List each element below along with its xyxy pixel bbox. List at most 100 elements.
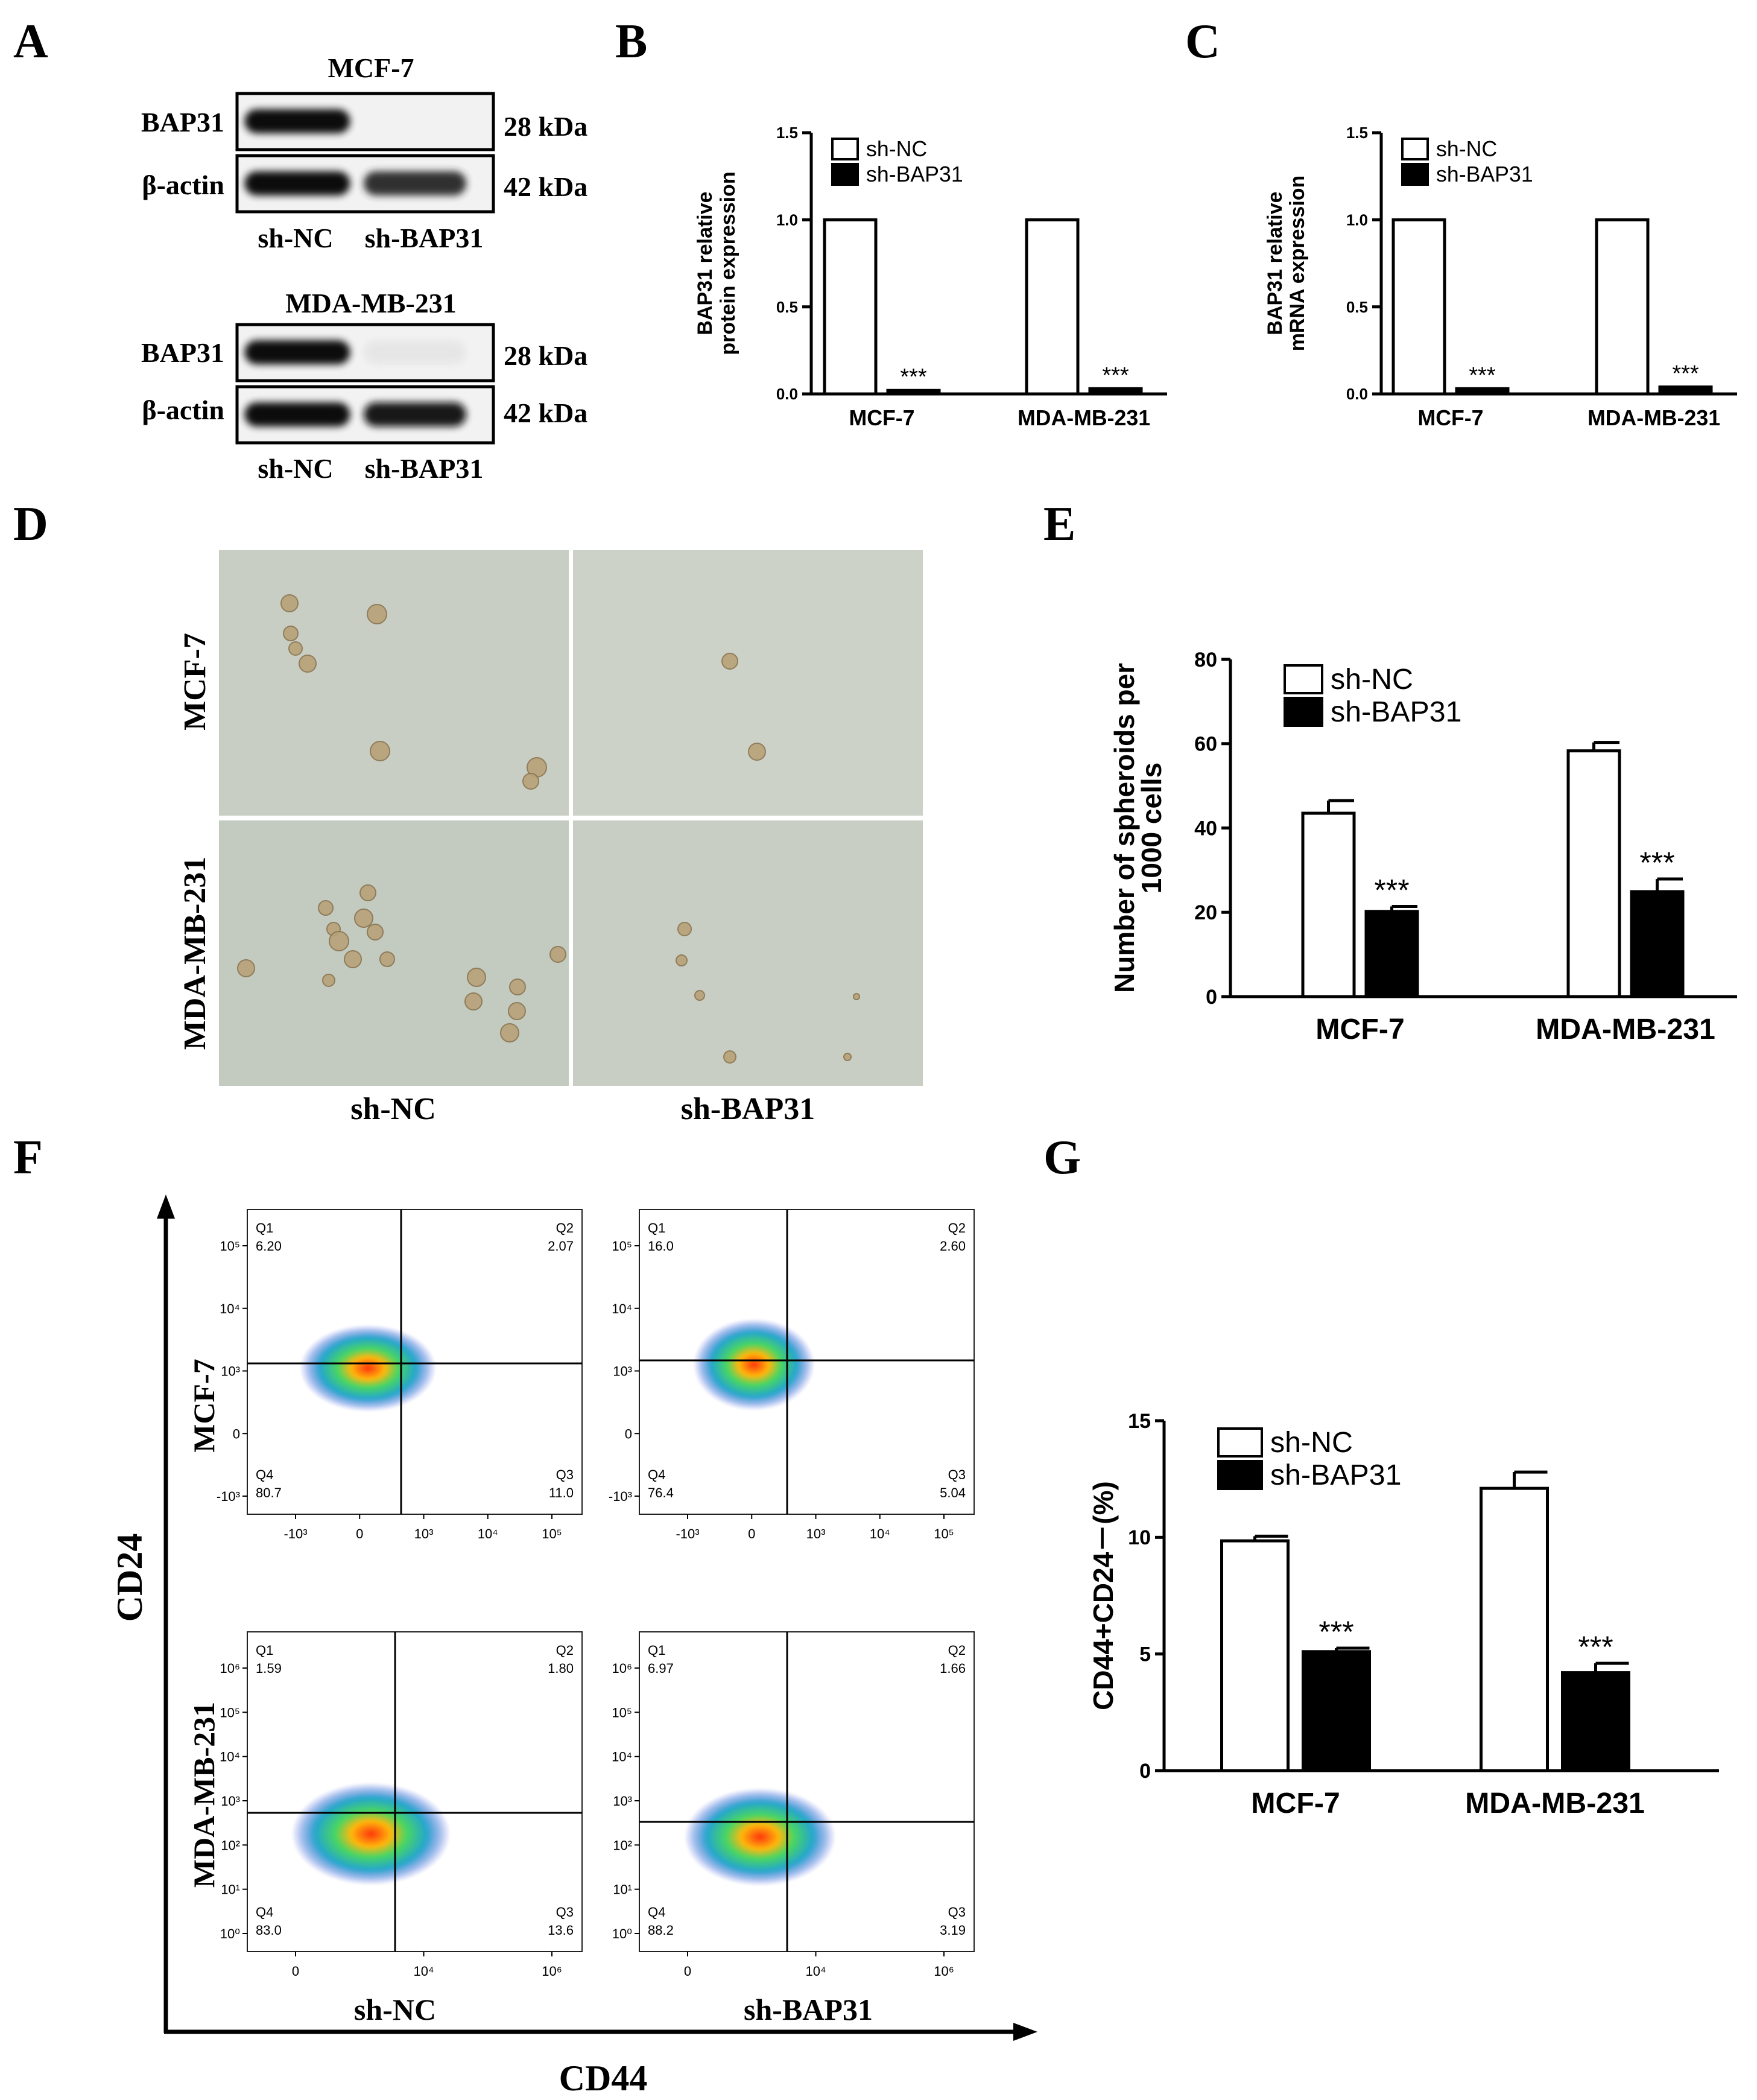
blot-row-label: β-actin [142, 395, 224, 425]
y-axis-label: mRNA expression [1286, 176, 1309, 352]
micrograph-mcf7-shbap31 [573, 550, 923, 816]
legend-label: sh-NC [1331, 663, 1413, 696]
spheroid [748, 743, 766, 761]
significance-label: *** [1319, 1615, 1353, 1649]
quadrant-name: Q3 [556, 1467, 574, 1482]
bar [823, 218, 878, 396]
y-tick-label: 10 [1128, 1526, 1151, 1549]
spheroid [288, 641, 303, 656]
legend-swatch [1284, 697, 1323, 727]
bar [1302, 1650, 1371, 1772]
blot-band [364, 171, 466, 195]
quadrant-value: 11.0 [549, 1485, 574, 1500]
y-axis-label: Number of spheroids per [1109, 663, 1140, 993]
bar [1364, 910, 1419, 998]
flow-row-label: MCF-7 [187, 1359, 221, 1453]
legend-swatch [831, 138, 859, 160]
blot-title-mdamb231: MDA-MB-231 [285, 288, 457, 319]
y-axis-label: BAP31 relative [694, 191, 717, 335]
bar [1455, 387, 1510, 396]
blot-row-label: β-actin [142, 170, 224, 200]
legend-label: sh-BAP31 [866, 162, 963, 186]
spheroid [549, 946, 566, 963]
y-tick-label: 0.0 [1346, 385, 1368, 403]
y-tick-label: 60 [1194, 733, 1217, 756]
flow-y-tick-label: 10⁵ [612, 1705, 632, 1720]
cd24-axis-label: CD24 [110, 1534, 150, 1622]
spheroid [318, 900, 334, 916]
flow-x-tick-label: 0 [292, 1964, 299, 1979]
panel-d-micrographs: MCF-7 MDA-MB-231 sh-NC sh-BAP31 [178, 550, 923, 1126]
y-tick-label: 40 [1194, 817, 1217, 840]
category-label: MDA-MB-231 [1536, 1013, 1715, 1045]
spheroid [509, 979, 526, 995]
y-tick-label: 0.0 [776, 385, 798, 403]
category-label: MCF-7 [1251, 1787, 1340, 1819]
quadrant-value: 6.20 [256, 1239, 282, 1254]
category-label: MCF-7 [1315, 1013, 1405, 1045]
spheroid [853, 993, 860, 1000]
bar [1595, 218, 1650, 396]
blot-band [244, 340, 350, 364]
quadrant-name: Q3 [948, 1467, 966, 1482]
spheroid [299, 655, 317, 673]
flow-y-tick-label: 10¹ [613, 1882, 632, 1897]
legend-swatch [1401, 138, 1429, 160]
y-tick-label: 20 [1194, 901, 1217, 924]
spheroid [280, 594, 299, 612]
micrograph-row-label: MCF-7 [178, 633, 212, 731]
bar [1220, 1539, 1290, 1772]
arrowhead-up-icon [157, 1194, 175, 1219]
quadrant-value: 88.2 [648, 1923, 674, 1938]
significance-label: *** [900, 364, 927, 390]
panel-letter-d: D [13, 498, 48, 551]
bar [1480, 1486, 1549, 1772]
bar [1088, 387, 1143, 396]
flow-x-tick-label: 10⁴ [870, 1526, 890, 1541]
panel-letter-f: F [13, 1131, 43, 1184]
flow-density-cloud [685, 1788, 835, 1886]
micrograph-row-label: MDA-MB-231 [178, 857, 212, 1050]
significance-label: *** [1639, 846, 1674, 880]
cd44-axis-label: CD44 [559, 2058, 648, 2098]
micrograph-mda-shnc [219, 820, 569, 1086]
flow-x-tick-label: 0 [748, 1526, 755, 1541]
spheroid [367, 924, 384, 941]
bar [1561, 1671, 1630, 1772]
significance-label: *** [1469, 363, 1496, 388]
legend-swatch [1401, 163, 1429, 186]
flow-y-tick-label: 10¹ [221, 1882, 240, 1897]
flow-y-tick-label: 10⁰ [612, 1926, 632, 1941]
flow-y-tick-label: 10⁶ [612, 1661, 632, 1676]
arrowhead-right-icon [1013, 2023, 1037, 2041]
flow-x-tick-label: 10⁵ [934, 1526, 954, 1541]
flow-y-tick-label: -10³ [609, 1489, 632, 1504]
bar [1025, 218, 1080, 396]
micrograph-mda-shbap31 [573, 820, 923, 1086]
flow-density-cloud [694, 1319, 814, 1410]
y-tick-label: 1.5 [1346, 124, 1368, 142]
flow-x-tick-label: -10³ [676, 1526, 699, 1541]
y-axis-label: 1000 cells [1136, 763, 1167, 893]
flow-x-tick-label: 10⁵ [542, 1526, 562, 1541]
bar [1301, 811, 1356, 998]
spheroid [694, 990, 705, 1001]
blot-row-label: BAP31 [141, 107, 224, 138]
spheroid [721, 653, 738, 670]
flow-plot-frame [639, 1631, 975, 1952]
flow-density-cloud [291, 1783, 451, 1885]
legend-swatch [1284, 664, 1323, 694]
quadrant-name: Q4 [648, 1467, 665, 1482]
flow-x-tick-label: 10⁴ [478, 1526, 498, 1541]
quadrant-value: 83.0 [256, 1923, 282, 1938]
y-tick-label: 0.5 [776, 298, 798, 316]
flow-col-label: sh-BAP31 [744, 1993, 873, 2026]
spheroid [843, 1053, 852, 1061]
y-tick-label: 15 [1128, 1410, 1151, 1433]
quadrant-name: Q3 [948, 1905, 966, 1920]
category-label: MDA-MB-231 [1465, 1787, 1645, 1819]
panel-letter-g: G [1043, 1131, 1081, 1184]
quadrant-value: 1.80 [548, 1661, 574, 1676]
y-axis-label: protein expression [717, 171, 739, 355]
